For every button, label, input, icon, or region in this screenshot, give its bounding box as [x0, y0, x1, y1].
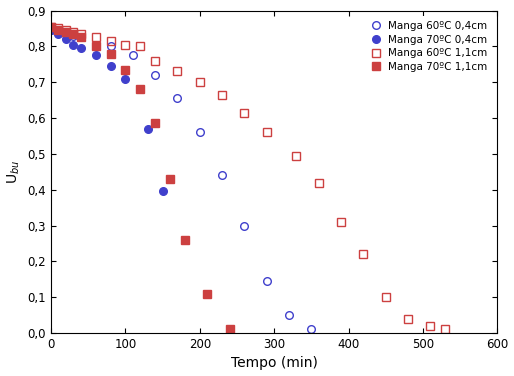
Manga 60ºC 0,4cm: [70, 33, 77, 38]
Manga 70ºC 1,1cm: [137, 87, 143, 92]
Manga 60ºC 0,4cm: [152, 73, 158, 77]
Manga 70ºC 0,4cm: [78, 46, 84, 50]
Manga 70ºC 0,4cm: [70, 42, 77, 47]
Manga 70ºC 0,4cm: [144, 127, 151, 131]
Manga 70ºC 1,1cm: [107, 51, 114, 56]
Manga 60ºC 1,1cm: [382, 295, 389, 299]
Manga 70ºC 1,1cm: [78, 35, 84, 40]
Manga 70ºC 1,1cm: [56, 28, 62, 32]
Manga 60ºC 0,4cm: [197, 130, 203, 135]
Manga 70ºC 0,4cm: [63, 37, 69, 41]
Manga 60ºC 1,1cm: [241, 111, 247, 115]
Manga 60ºC 0,4cm: [130, 53, 136, 58]
Manga 60ºC 0,4cm: [264, 279, 270, 284]
Manga 60ºC 0,4cm: [56, 30, 62, 34]
Manga 70ºC 1,1cm: [122, 67, 128, 72]
Manga 60ºC 0,4cm: [241, 223, 247, 228]
Manga 60ºC 1,1cm: [122, 42, 128, 47]
Manga 70ºC 0,4cm: [48, 28, 54, 32]
Manga 60ºC 0,4cm: [107, 44, 114, 49]
Manga 70ºC 1,1cm: [93, 44, 99, 49]
Manga 60ºC 1,1cm: [360, 252, 366, 256]
Line: Manga 60ºC 0,4cm: Manga 60ºC 0,4cm: [47, 26, 315, 333]
Manga 60ºC 1,1cm: [107, 39, 114, 43]
Manga 70ºC 0,4cm: [93, 53, 99, 58]
Manga 60ºC 1,1cm: [338, 220, 344, 224]
Manga 60ºC 0,4cm: [286, 313, 292, 317]
Manga 70ºC 1,1cm: [70, 32, 77, 36]
Manga 60ºC 0,4cm: [63, 32, 69, 36]
Manga 60ºC 0,4cm: [93, 42, 99, 47]
Manga 60ºC 1,1cm: [405, 317, 411, 321]
Manga 60ºC 1,1cm: [427, 324, 433, 328]
Manga 60ºC 1,1cm: [78, 32, 84, 36]
Line: Manga 60ºC 1,1cm: Manga 60ºC 1,1cm: [47, 23, 449, 333]
Manga 60ºC 1,1cm: [442, 327, 448, 332]
Y-axis label: U$_{bu}$: U$_{bu}$: [6, 160, 22, 184]
Manga 60ºC 1,1cm: [219, 92, 225, 97]
Manga 60ºC 1,1cm: [137, 44, 143, 49]
Manga 70ºC 1,1cm: [227, 327, 233, 332]
Manga 70ºC 1,1cm: [63, 30, 69, 34]
Manga 60ºC 1,1cm: [63, 28, 69, 32]
Manga 70ºC 1,1cm: [152, 121, 158, 126]
Manga 70ºC 1,1cm: [182, 238, 188, 242]
Manga 60ºC 1,1cm: [293, 153, 300, 158]
Manga 70ºC 0,4cm: [107, 64, 114, 68]
Manga 60ºC 0,4cm: [174, 96, 180, 101]
Manga 60ºC 0,4cm: [48, 28, 54, 32]
Manga 60ºC 0,4cm: [308, 327, 315, 332]
Manga 60ºC 1,1cm: [264, 130, 270, 135]
Manga 60ºC 1,1cm: [93, 35, 99, 40]
Manga 60ºC 1,1cm: [316, 180, 322, 185]
Manga 60ºC 1,1cm: [56, 26, 62, 31]
Manga 60ºC 1,1cm: [70, 30, 77, 34]
Line: Manga 70ºC 0,4cm: Manga 70ºC 0,4cm: [47, 26, 167, 195]
Manga 60ºC 0,4cm: [219, 173, 225, 177]
Manga 60ºC 0,4cm: [78, 35, 84, 40]
Manga 70ºC 1,1cm: [48, 24, 54, 29]
Manga 70ºC 0,4cm: [159, 189, 166, 194]
Manga 60ºC 1,1cm: [197, 80, 203, 85]
Manga 60ºC 1,1cm: [174, 69, 180, 74]
Manga 70ºC 1,1cm: [167, 177, 173, 181]
Line: Manga 70ºC 1,1cm: Manga 70ºC 1,1cm: [47, 23, 233, 333]
Manga 70ºC 0,4cm: [56, 32, 62, 36]
Manga 70ºC 0,4cm: [122, 76, 128, 81]
X-axis label: Tempo (min): Tempo (min): [231, 356, 318, 370]
Manga 70ºC 1,1cm: [204, 291, 210, 296]
Manga 60ºC 1,1cm: [48, 24, 54, 29]
Legend: Manga 60ºC 0,4cm, Manga 70ºC 0,4cm, Manga 60ºC 1,1cm, Manga 70ºC 1,1cm: Manga 60ºC 0,4cm, Manga 70ºC 0,4cm, Mang…: [365, 16, 492, 77]
Manga 60ºC 1,1cm: [152, 58, 158, 63]
